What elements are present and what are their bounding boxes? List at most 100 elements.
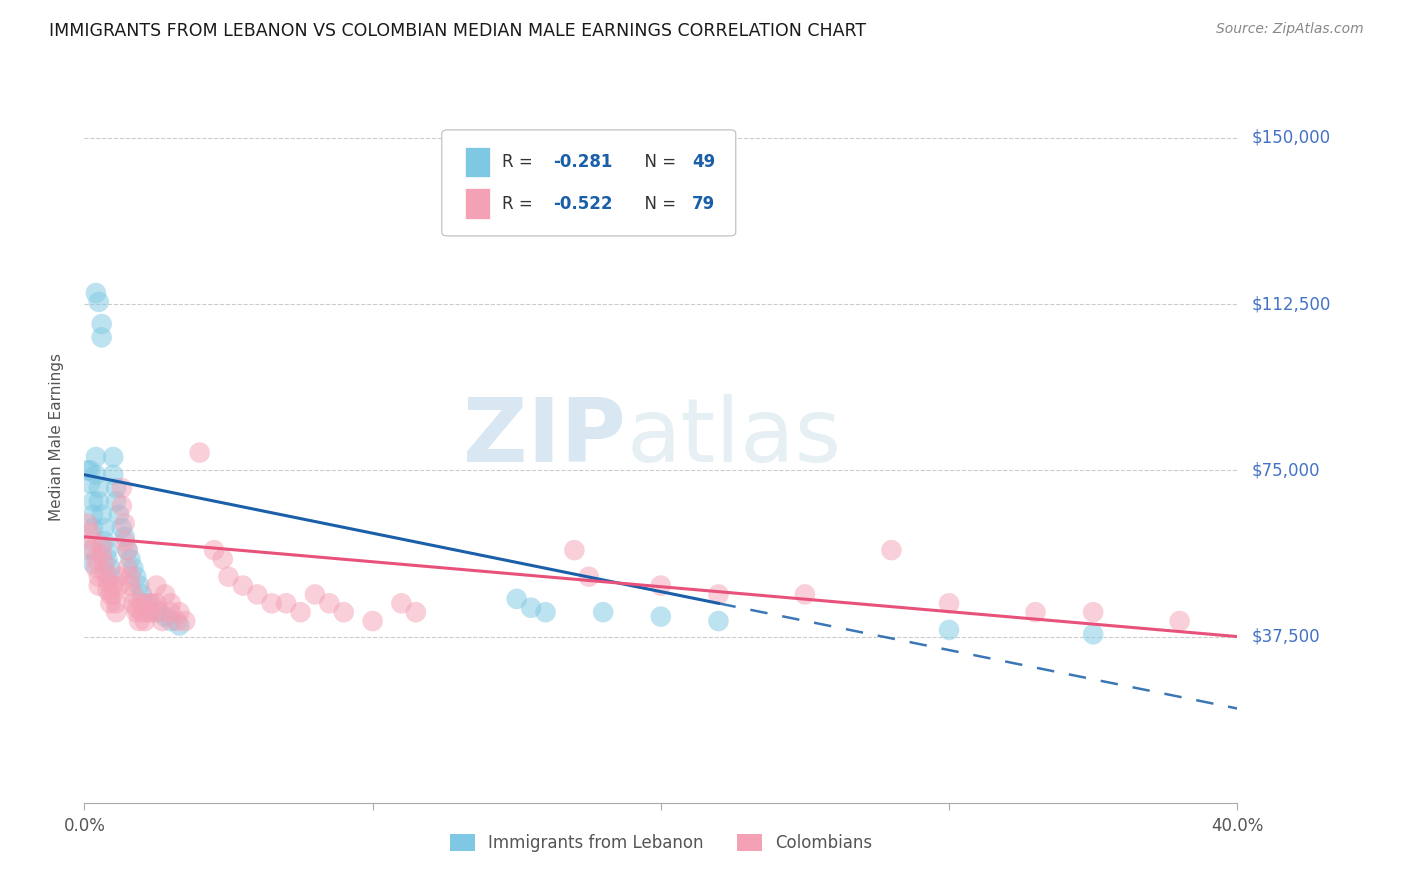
Point: [880, 543, 903, 558]
Point: [98, 596, 121, 610]
Point: [361, 614, 384, 628]
Point: [103, 467, 124, 482]
Point: [108, 570, 131, 584]
Point: [794, 587, 817, 601]
Point: [139, 596, 162, 610]
Point: [534, 605, 557, 619]
Point: [105, 605, 128, 619]
Point: [103, 450, 124, 464]
Point: [76, 516, 98, 531]
Point: [520, 600, 543, 615]
Point: [145, 596, 167, 610]
Point: [136, 605, 159, 619]
Point: [84, 285, 107, 300]
Point: [160, 596, 183, 610]
Text: N =: N =: [634, 194, 682, 213]
Text: $150,000: $150,000: [1251, 128, 1330, 147]
Point: [111, 499, 134, 513]
Point: [128, 578, 150, 592]
Point: [290, 605, 312, 619]
Point: [117, 561, 139, 575]
Point: [169, 605, 191, 619]
Text: $75,000: $75,000: [1251, 461, 1320, 479]
Point: [90, 330, 112, 344]
Point: [90, 508, 112, 522]
Point: [150, 614, 173, 628]
Point: [145, 578, 167, 592]
Point: [166, 614, 188, 628]
Point: [391, 596, 413, 610]
Point: [125, 605, 148, 619]
Point: [578, 570, 600, 584]
Point: [260, 596, 283, 610]
Point: [96, 552, 118, 566]
Point: [120, 552, 142, 566]
Point: [136, 596, 159, 610]
Point: [145, 605, 167, 619]
Point: [103, 587, 124, 601]
Point: [211, 552, 233, 566]
Point: [128, 614, 150, 628]
Point: [131, 605, 153, 619]
Point: [98, 570, 121, 584]
Point: [93, 521, 115, 535]
Text: -0.522: -0.522: [554, 194, 613, 213]
Point: [318, 596, 340, 610]
Point: [1083, 605, 1105, 619]
Point: [105, 481, 128, 495]
Point: [276, 596, 298, 610]
Point: [90, 548, 112, 562]
Point: [218, 570, 240, 584]
Point: [707, 587, 730, 601]
Point: [333, 605, 356, 619]
Text: 49: 49: [692, 153, 716, 171]
Point: [114, 530, 136, 544]
Point: [76, 463, 98, 477]
Point: [98, 587, 121, 601]
Point: [148, 605, 170, 619]
Point: [131, 596, 153, 610]
Point: [202, 543, 225, 558]
Point: [304, 587, 326, 601]
Text: R =: R =: [502, 194, 537, 213]
Point: [564, 543, 586, 558]
Point: [122, 561, 145, 575]
Point: [174, 614, 197, 628]
Point: [169, 618, 191, 632]
Point: [87, 481, 110, 495]
Point: [120, 570, 142, 584]
Text: $37,500: $37,500: [1251, 628, 1320, 646]
Text: IMMIGRANTS FROM LEBANON VS COLOMBIAN MEDIAN MALE EARNINGS CORRELATION CHART: IMMIGRANTS FROM LEBANON VS COLOMBIAN MED…: [49, 22, 866, 40]
Point: [125, 570, 148, 584]
Point: [82, 521, 104, 535]
Bar: [465, 146, 491, 178]
Point: [111, 481, 134, 495]
Point: [650, 609, 672, 624]
Text: ZIP: ZIP: [464, 393, 626, 481]
Point: [82, 508, 104, 522]
Point: [90, 539, 112, 553]
Point: [87, 494, 110, 508]
Point: [103, 578, 124, 592]
Point: [122, 596, 145, 610]
Point: [82, 557, 104, 571]
Point: [87, 578, 110, 592]
Point: [122, 587, 145, 601]
FancyBboxPatch shape: [441, 130, 735, 235]
Point: [1025, 605, 1047, 619]
Point: [232, 578, 254, 592]
Point: [93, 534, 115, 549]
Point: [90, 317, 112, 331]
Point: [246, 587, 269, 601]
Point: [93, 557, 115, 571]
Point: [1083, 627, 1105, 641]
Text: R =: R =: [502, 153, 537, 171]
Point: [84, 561, 107, 575]
Point: [120, 578, 142, 592]
Point: [96, 543, 118, 558]
Point: [84, 467, 107, 482]
Point: [93, 566, 115, 580]
Point: [84, 552, 107, 566]
Point: [105, 494, 128, 508]
Point: [82, 534, 104, 549]
